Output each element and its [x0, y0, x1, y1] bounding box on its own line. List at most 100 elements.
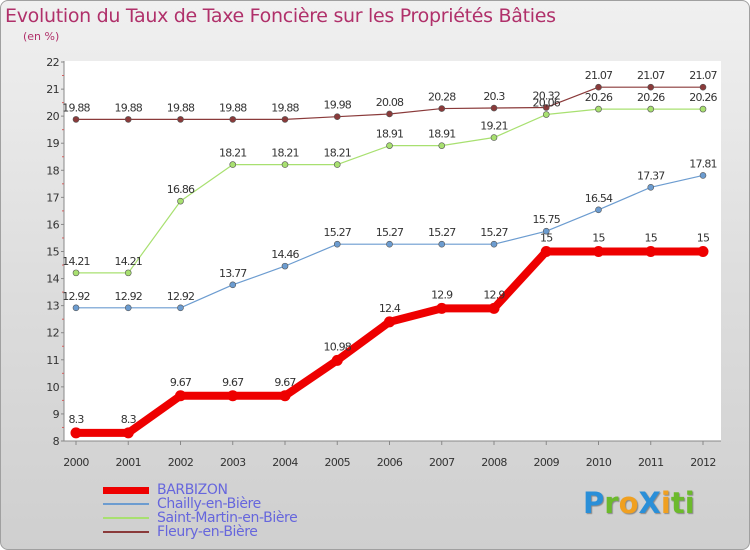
- data-label: 18.21: [219, 147, 247, 160]
- y-tick-label: 22: [46, 56, 59, 69]
- data-label: 15.27: [376, 226, 404, 239]
- logo-letter: P: [583, 486, 605, 520]
- data-point: [488, 302, 500, 314]
- data-label: 12.9: [483, 288, 505, 301]
- data-label: 16.86: [167, 183, 195, 196]
- y-tick-label: 14: [46, 273, 59, 286]
- chart-title: Evolution du Taux de Taxe Foncière sur l…: [5, 5, 556, 27]
- legend-label: BARBIZON: [157, 482, 228, 498]
- data-point: [438, 142, 446, 149]
- x-tick-label: 2007: [429, 456, 455, 469]
- data-point: [386, 110, 393, 118]
- y-tick-label: 12: [46, 327, 59, 340]
- x-tick-label: 2012: [690, 456, 716, 469]
- y-tick-label: 11: [46, 354, 59, 367]
- data-label: 20.26: [585, 91, 613, 104]
- line-chart: 8 9 10 11 12 13 14 15 16 17 18 19 20 21 22 2000 2001 2002…: [46, 56, 721, 469]
- data-point: [229, 116, 237, 123]
- data-label: 20.08: [376, 96, 404, 109]
- legend-item: Chailly-en-Bière: [103, 496, 297, 512]
- data-point: [281, 262, 289, 270]
- data-label: 18.91: [428, 128, 456, 141]
- data-point: [540, 246, 552, 257]
- data-label: 19.88: [115, 101, 143, 114]
- data-point: [647, 105, 655, 113]
- data-point: [177, 116, 184, 123]
- data-label: 18.21: [324, 147, 352, 160]
- data-point: [124, 269, 132, 277]
- legend-label: Fleury-en-Bière: [157, 524, 258, 540]
- legend-item: Fleury-en-Bière: [103, 524, 297, 540]
- chart-legend: BARBIZON Chailly-en-Bière Saint-Martin-en-…: [103, 482, 298, 540]
- data-point: [595, 105, 602, 113]
- data-point: [177, 197, 184, 205]
- data-label: 20.32: [533, 89, 561, 102]
- chart-unit-label: (en %): [23, 30, 60, 43]
- data-point: [595, 83, 602, 91]
- data-point: [699, 172, 707, 179]
- logo-letter: t: [670, 486, 685, 520]
- y-tick-label: 10: [46, 381, 59, 394]
- data-label: 12.9: [431, 288, 453, 301]
- y-tick-label: 13: [46, 300, 59, 313]
- data-label: 21.07: [689, 69, 717, 82]
- data-point: [647, 184, 655, 191]
- data-label: 15: [645, 232, 658, 245]
- data-point: [386, 240, 393, 248]
- data-point: [229, 161, 237, 168]
- data-label: 14.46: [271, 248, 299, 261]
- data-point: [438, 240, 446, 248]
- data-label: 19.88: [271, 101, 299, 114]
- x-tick-label: 2003: [220, 456, 246, 469]
- y-tick-label: 17: [46, 191, 59, 204]
- data-label: 19.98: [324, 99, 352, 112]
- legend-swatch: [103, 503, 149, 505]
- y-tick-label: 16: [46, 218, 59, 231]
- data-point: [542, 227, 550, 235]
- data-point: [333, 113, 341, 120]
- x-tick-label: 2000: [63, 456, 89, 469]
- data-label: 12.4: [379, 302, 401, 315]
- data-label: 12.92: [167, 290, 195, 303]
- x-tick-label: 2001: [115, 456, 141, 469]
- data-label: 9.67: [170, 376, 192, 389]
- y-tick-label: 8: [53, 435, 60, 448]
- data-point: [490, 104, 498, 112]
- data-label: 12.92: [62, 290, 90, 303]
- data-label: 20.06: [533, 97, 561, 110]
- data-point: [593, 246, 604, 257]
- data-label: 8.3: [68, 413, 84, 426]
- data-label: 14.21: [115, 255, 143, 268]
- data-label: 15.27: [428, 226, 456, 239]
- y-tick-label: 19: [46, 137, 59, 150]
- data-point: [122, 427, 134, 439]
- data-point: [490, 240, 498, 248]
- data-label: 15: [697, 232, 710, 245]
- x-tick-label: 2006: [377, 456, 403, 469]
- legend-swatch: [103, 531, 149, 533]
- x-tick-label: 2010: [586, 456, 612, 469]
- data-label: 14.21: [62, 255, 90, 268]
- data-point: [542, 111, 550, 118]
- data-label: 20.28: [428, 91, 456, 104]
- data-label: 15.27: [324, 226, 352, 239]
- logo-letter: X: [638, 486, 661, 520]
- legend-swatch: [103, 486, 149, 494]
- data-point: [384, 316, 395, 328]
- logo-letter: i: [684, 486, 695, 520]
- legend-swatch: [103, 517, 149, 519]
- y-tick-label: 9: [53, 408, 60, 421]
- data-label: 19.21: [480, 120, 508, 133]
- data-point: [697, 246, 709, 257]
- data-point: [699, 105, 707, 113]
- data-label: 15: [540, 232, 553, 245]
- data-label: 8.3: [121, 413, 137, 426]
- x-tick-label: 2005: [324, 456, 350, 469]
- data-label: 15: [592, 232, 605, 245]
- data-label: 17.37: [637, 169, 665, 182]
- data-point: [70, 427, 82, 439]
- logo-letter: o: [618, 486, 639, 520]
- data-point: [699, 83, 707, 91]
- data-label: 20.26: [689, 91, 717, 104]
